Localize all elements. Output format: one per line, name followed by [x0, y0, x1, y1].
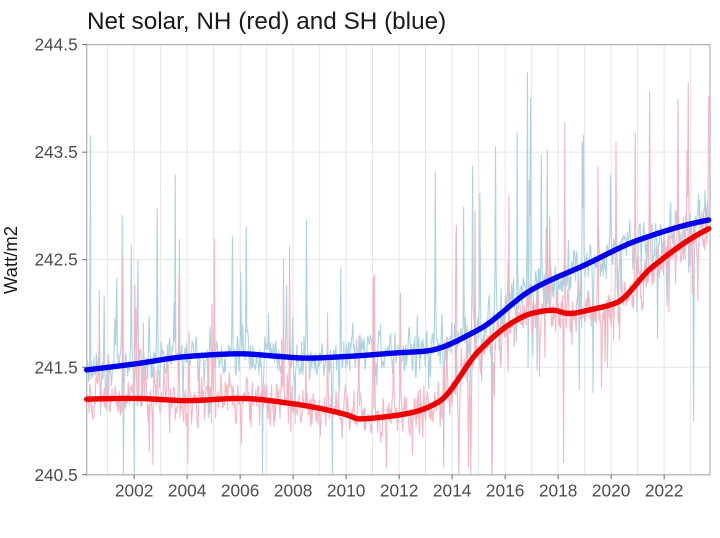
svg-text:2006: 2006	[221, 480, 259, 500]
svg-text:2016: 2016	[486, 480, 524, 500]
svg-text:2002: 2002	[115, 480, 153, 500]
svg-text:241.5: 241.5	[34, 357, 77, 377]
svg-text:244.5: 244.5	[34, 35, 77, 55]
svg-text:2018: 2018	[539, 480, 577, 500]
svg-text:2012: 2012	[380, 480, 418, 500]
svg-text:2020: 2020	[592, 480, 630, 500]
svg-text:2008: 2008	[274, 480, 312, 500]
svg-text:242.5: 242.5	[34, 250, 77, 270]
svg-text:240.5: 240.5	[34, 465, 77, 485]
svg-text:2022: 2022	[645, 480, 683, 500]
svg-text:2014: 2014	[433, 480, 472, 500]
svg-text:2004: 2004	[168, 480, 207, 500]
svg-text:2010: 2010	[327, 480, 365, 500]
svg-text:243.5: 243.5	[34, 142, 77, 162]
